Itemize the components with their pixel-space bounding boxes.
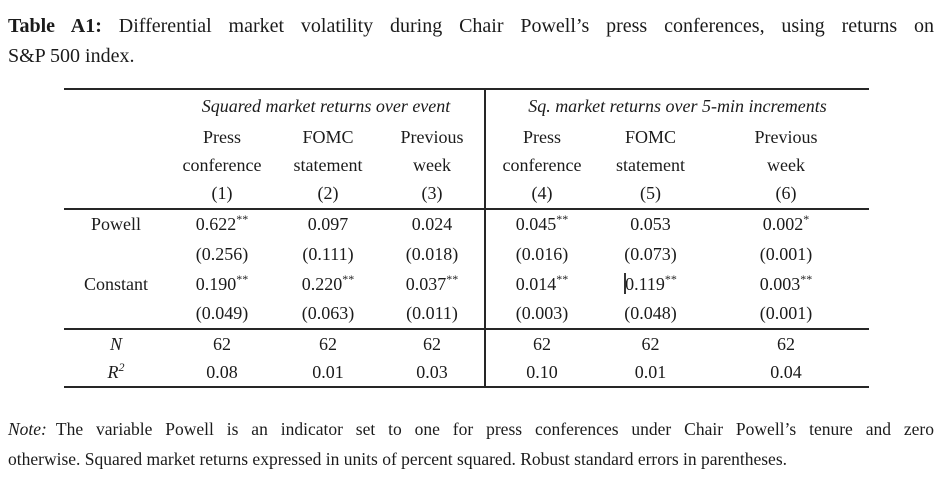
table-row-nobs: N 62 62 62 62 62 62 <box>64 329 869 358</box>
cell: 0.037** <box>405 271 459 294</box>
col-header-1b: conference <box>182 154 262 175</box>
note-line-2: otherwise. Squared market returns expres… <box>8 449 788 469</box>
row-label: Constant <box>83 273 148 294</box>
significance-stars: ** <box>236 271 249 286</box>
note-line-1: Note: The variable Powell is an indicator… <box>8 414 934 444</box>
cell: (0.001) <box>703 299 869 330</box>
significance-stars: ** <box>342 271 355 286</box>
col-header-2b: statement <box>293 154 363 175</box>
cell: 0.03 <box>416 361 448 382</box>
column-header-row-1: Press FOMC Previous Press FOMC Previous <box>64 123 869 151</box>
cell: (0.011) <box>380 299 485 330</box>
col-header-6b: week <box>767 154 805 175</box>
cell: 0.08 <box>206 361 238 382</box>
panel-title-row: Squared market returns over event Sq. ma… <box>64 89 869 123</box>
cell: (0.256) <box>195 243 249 264</box>
cell: 62 <box>641 333 660 354</box>
caption-line-2: S&P 500 index. <box>8 45 135 67</box>
regression-table: Squared market returns over event Sq. ma… <box>64 88 869 388</box>
col-number-1: (1) <box>168 179 276 210</box>
table-row-rsquared: R2 0.08 0.01 0.03 0.10 0.01 0.04 <box>64 358 869 387</box>
cell: (0.048) <box>598 299 703 330</box>
cell: 0.190** <box>195 271 249 294</box>
note-label: Note: <box>8 419 47 439</box>
table-caption: Table A1: Differential market volatility… <box>8 11 934 71</box>
cell: (0.049) <box>168 299 276 330</box>
col-header-1a: Press <box>202 126 241 147</box>
note-text: The variable Powell is an indicator set … <box>55 419 934 439</box>
cell: 0.01 <box>634 361 667 382</box>
col-number-6: (6) <box>703 179 869 210</box>
col-header-4b: conference <box>484 151 598 179</box>
col-header-5b: statement <box>616 154 685 175</box>
significance-stars: * <box>803 212 810 226</box>
cell: (0.003) <box>484 299 598 330</box>
cell: 0.002* <box>762 212 810 234</box>
significance-stars: ** <box>664 272 677 286</box>
cell: 62 <box>484 329 598 358</box>
significance-stars: ** <box>236 212 249 226</box>
cell: 0.220** <box>301 271 355 294</box>
col-header-2a: FOMC <box>302 126 354 147</box>
cell: 0.014** <box>484 269 598 299</box>
cell: 62 <box>777 333 795 354</box>
row-label: N <box>109 333 122 354</box>
column-header-row-2: conference statement week conference sta… <box>64 151 869 179</box>
table-container: Squared market returns over event Sq. ma… <box>64 88 869 388</box>
cell: (0.073) <box>624 243 677 264</box>
cell: 0.622** <box>195 212 249 234</box>
cell: 62 <box>319 333 337 354</box>
col-header-5a: FOMC <box>624 126 677 147</box>
caption-line-1: Table A1: Differential market volatility… <box>8 11 934 41</box>
panel-title-right: Sq. market returns over 5-min increments <box>484 89 869 123</box>
significance-stars: ** <box>800 271 813 286</box>
cell: 0.053 <box>630 214 671 234</box>
col-header-6a: Previous <box>754 126 818 147</box>
cell: 0.045** <box>484 209 598 239</box>
significance-stars: ** <box>556 212 569 226</box>
cell: 0.119** <box>624 272 677 294</box>
col-number-5: (5) <box>598 179 703 210</box>
col-number-3: (3) <box>380 179 485 210</box>
col-number-4: (4) <box>484 179 598 210</box>
col-header-3a: Previous <box>400 126 464 147</box>
cell: 0.003** <box>759 271 813 294</box>
cell: (0.111) <box>302 243 354 264</box>
table-note: Note: The variable Powell is an indicator… <box>8 414 934 474</box>
cell: (0.063) <box>276 299 380 330</box>
cell: 62 <box>423 333 441 354</box>
row-label <box>64 239 168 269</box>
table-row-powell-coef: Powell 0.622** 0.097 0.024 0.045** 0.053… <box>64 209 869 239</box>
cell: 0.01 <box>312 361 344 382</box>
significance-stars: ** <box>556 271 569 286</box>
col-header-3b: week <box>413 154 451 175</box>
cell: 0.024 <box>411 214 453 234</box>
cell: (0.001) <box>759 243 813 264</box>
table-row-powell-se: (0.256) (0.111) (0.018) (0.016) (0.073) … <box>64 239 869 269</box>
cell: 0.04 <box>770 361 802 382</box>
panel-title-left: Squared market returns over event <box>201 96 451 116</box>
col-header-4a: Press <box>484 123 598 151</box>
cell: 0.097 <box>307 214 349 234</box>
row-label: Powell <box>90 214 141 234</box>
significance-stars: ** <box>446 271 459 286</box>
table-row-constant-coef: Constant 0.190** 0.220** 0.037** 0.014**… <box>64 269 869 299</box>
cell: (0.016) <box>484 239 598 269</box>
row-label: R2 <box>107 359 125 382</box>
caption-table-number: Table A1: <box>8 15 102 37</box>
cell: 62 <box>213 333 231 354</box>
table-row-constant-se: (0.049) (0.063) (0.011) (0.003) (0.048) … <box>64 299 869 330</box>
caption-text: Differential market volatility during Ch… <box>118 15 935 37</box>
cell: (0.018) <box>405 243 459 264</box>
row-label <box>64 299 168 330</box>
row-label-header <box>64 89 168 123</box>
col-number-2: (2) <box>276 179 380 210</box>
text-cursor-artifact <box>624 273 627 294</box>
cell: 0.10 <box>484 358 598 387</box>
column-number-row: (1) (2) (3) (4) (5) (6) <box>64 179 869 210</box>
